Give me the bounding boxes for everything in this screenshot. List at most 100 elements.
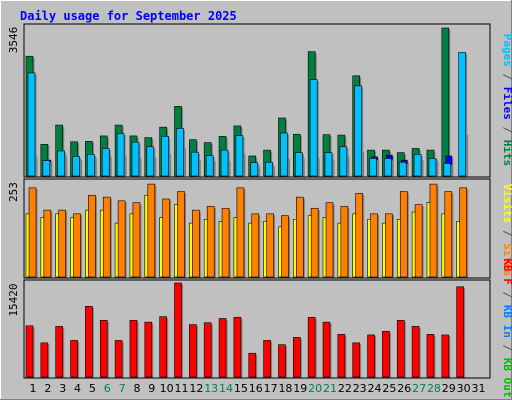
kbytes-bar: [441, 334, 450, 378]
sites-bar: [132, 202, 141, 278]
day-label: 1: [30, 382, 37, 395]
day-axis-labels: 1 2 3 4 5 6 7 8 9 10 11 12 13 14 15 16 17 18 19 20 21 22 23 24 2…: [30, 382, 486, 395]
pages-bar: [57, 150, 66, 177]
pages-bar: [27, 72, 36, 177]
day-label: 3: [59, 382, 66, 395]
pages-bar: [131, 141, 140, 177]
sites-bar: [58, 209, 67, 278]
pages-bar: [309, 79, 318, 177]
panel-visits-max-label: 253: [7, 182, 20, 202]
sites-bar: [251, 213, 260, 278]
legend-item: Hits: [501, 140, 512, 167]
kbytes-bar: [233, 316, 242, 378]
legend-text: Visits / Sites: [501, 184, 512, 277]
kbytes-bar: [248, 352, 257, 378]
day-label: 2: [44, 382, 51, 395]
kbytes-bar: [426, 334, 435, 378]
sites-bar: [162, 198, 170, 278]
sites-bar: [177, 191, 185, 278]
panel-hits-max-label: 3546: [7, 27, 20, 54]
panel-kbytes-legend: KB F / KB In / KB Out: [501, 258, 512, 397]
day-label: 26: [397, 382, 411, 395]
kbytes-bar: [411, 326, 420, 378]
sites-bar: [429, 183, 438, 278]
panel-kbytes: 15420 KB F / KB In / KB Out: [7, 258, 512, 397]
pages-bar: [161, 136, 169, 177]
kbytes-bar: [174, 282, 182, 378]
kbytes-bar: [263, 340, 271, 378]
pages-bar: [339, 146, 348, 177]
day-label: 20: [308, 382, 322, 395]
panel-kbytes-bars: [25, 282, 466, 378]
sites-bar: [266, 213, 274, 278]
pages-bar: [294, 152, 303, 177]
kbytes-bar: [322, 321, 331, 378]
sites-bar: [73, 213, 81, 278]
day-label: 6: [104, 382, 111, 395]
pages-bar: [176, 128, 184, 177]
pages-bar: [265, 161, 273, 177]
pages-bar: [280, 132, 288, 177]
legend-text: KB F / KB In / KB Out: [501, 258, 512, 397]
pages-bar: [116, 133, 125, 177]
kbytes-bar: [396, 320, 405, 378]
day-label: 22: [338, 382, 352, 395]
sites-bar: [281, 215, 289, 278]
sites-bar: [370, 213, 378, 278]
chart-title: Daily usage for September 2025: [20, 9, 237, 23]
sites-bar: [117, 200, 126, 278]
sites-bar: [28, 187, 37, 278]
kbytes-bar: [307, 316, 316, 378]
pages-bar: [458, 52, 466, 177]
kbytes-bar: [352, 342, 361, 378]
sites-bar: [355, 193, 364, 278]
pages-bar: [428, 158, 437, 177]
day-label: 19: [293, 382, 307, 395]
sites-bar: [192, 209, 200, 278]
legend-item: /: [501, 223, 512, 243]
pages-bar: [146, 146, 155, 177]
legend-item: /: [501, 285, 512, 305]
sites-bar: [88, 194, 96, 278]
legend-item: /: [501, 67, 512, 87]
day-label: 18: [278, 382, 292, 395]
sites-bar: [310, 207, 319, 278]
pages-bar: [354, 85, 363, 177]
legend-item: KB In: [501, 305, 512, 338]
sites-bar: [340, 206, 349, 278]
legend-item: KB F: [501, 258, 512, 285]
kbytes-bar: [203, 322, 212, 378]
legend-item: /: [501, 120, 512, 140]
day-label: 12: [189, 382, 203, 395]
pages-bar: [413, 153, 422, 177]
panel-visits-bars: [25, 183, 469, 278]
day-label: 29: [442, 382, 456, 395]
sites-bar: [385, 213, 393, 278]
sites-bar: [221, 207, 230, 278]
kbytes-bar: [25, 325, 34, 378]
kbytes-bar: [159, 316, 167, 378]
kbytes-bar: [55, 326, 64, 378]
kbytes-bar: [337, 334, 346, 378]
day-label: 15: [234, 382, 248, 395]
day-label: 14: [219, 382, 233, 395]
panel-hits-legend: Pages / Files / Hits: [501, 34, 512, 167]
day-label: 21: [323, 382, 337, 395]
pages-bar: [398, 161, 407, 177]
sites-bar: [236, 187, 245, 278]
pages-bar: [42, 160, 51, 177]
kbytes-bar: [129, 320, 138, 378]
legend-text: Pages / Files / Hits: [501, 34, 512, 167]
legend-item: Pages: [501, 34, 512, 67]
day-label: 13: [204, 382, 218, 395]
day-label: 25: [382, 382, 396, 395]
sites-bar: [43, 209, 52, 278]
pages-bar: [384, 158, 392, 177]
day-label: 16: [249, 382, 263, 395]
sites-bar: [147, 183, 156, 278]
day-label: 23: [353, 382, 367, 395]
pages-bar: [72, 156, 80, 177]
kbytes-bar: [99, 320, 108, 378]
sites-bar: [444, 191, 453, 278]
